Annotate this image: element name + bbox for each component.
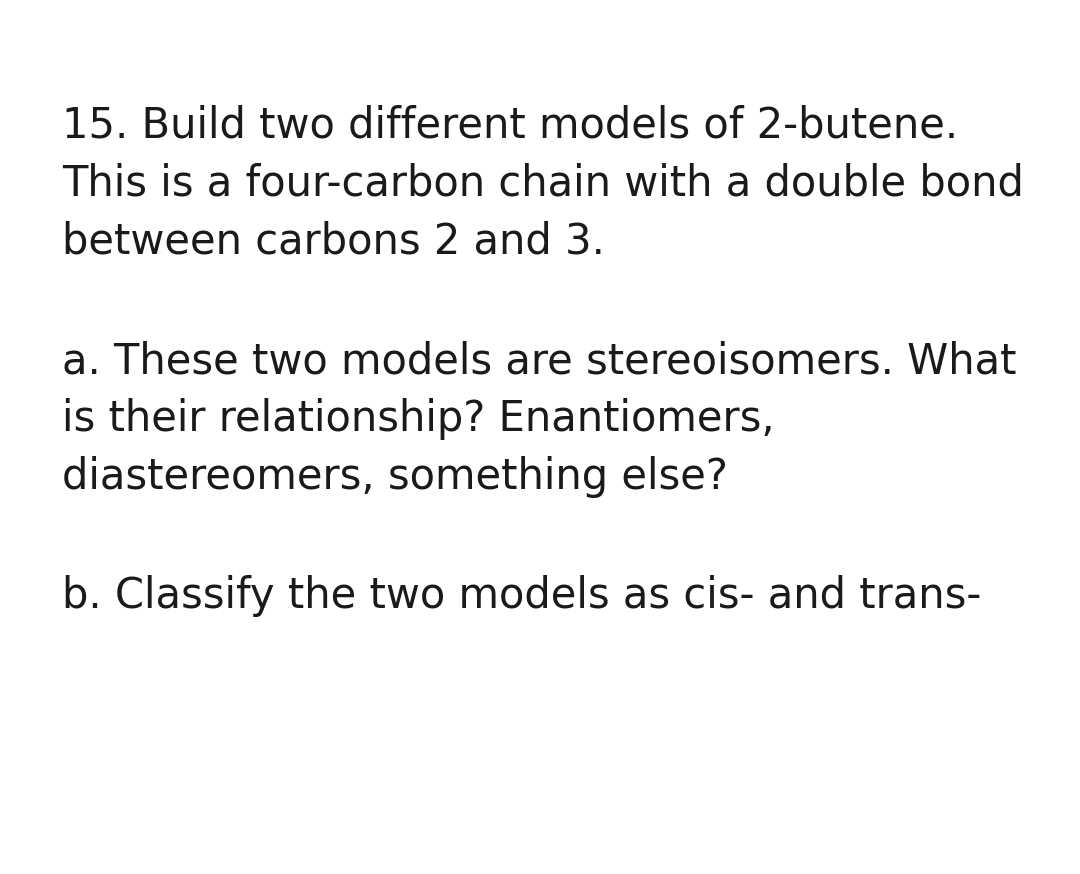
- Text: This is a four-carbon chain with a double bond: This is a four-carbon chain with a doubl…: [62, 163, 1024, 205]
- Text: is their relationship? Enantiomers,: is their relationship? Enantiomers,: [62, 398, 774, 440]
- Text: between carbons 2 and 3.: between carbons 2 and 3.: [62, 221, 605, 263]
- Text: 15. Build two different models of 2-butene.: 15. Build two different models of 2-bute…: [62, 105, 958, 147]
- Text: diastereomers, something else?: diastereomers, something else?: [62, 456, 728, 498]
- Text: b. Classify the two models as cis- and trans-: b. Classify the two models as cis- and t…: [62, 575, 982, 617]
- Text: a. These two models are stereoisomers. What: a. These two models are stereoisomers. W…: [62, 340, 1016, 382]
